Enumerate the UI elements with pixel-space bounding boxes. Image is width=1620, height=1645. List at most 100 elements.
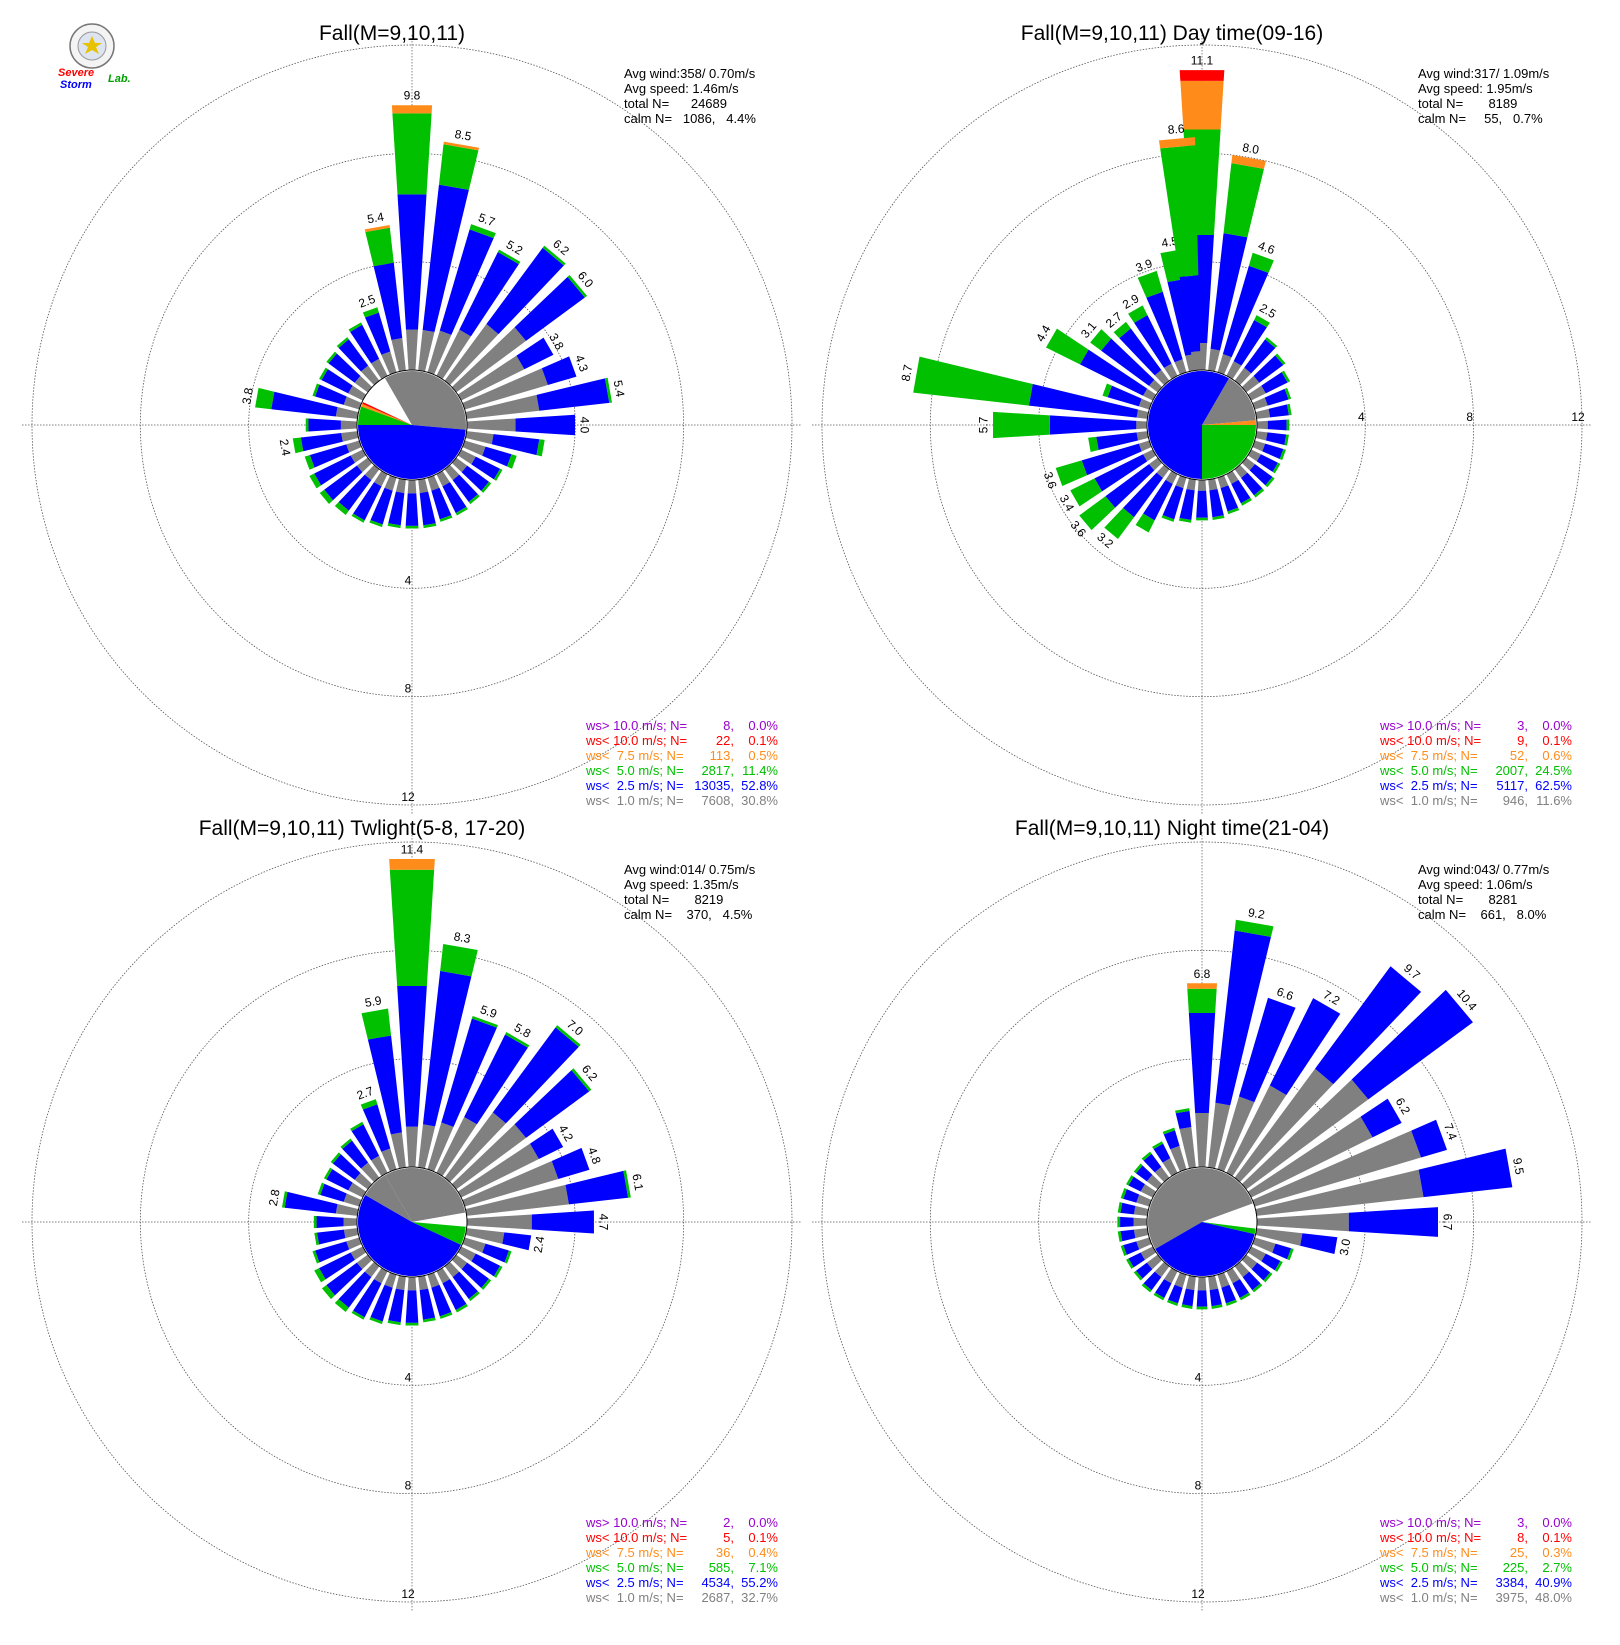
ring-label: 12 (1571, 410, 1585, 424)
legend-entry: ws< 7.5 m/s; N= 36, 0.4% (585, 1545, 778, 1560)
bar-segment (451, 457, 468, 473)
bar-segment (324, 465, 363, 501)
bar-segment (1252, 397, 1268, 410)
bar-label: 6.1 (629, 1173, 646, 1192)
bar-segment (392, 113, 432, 195)
bar-segment (1208, 478, 1218, 491)
bar-label: 6.7 (1440, 1214, 1454, 1231)
bar-segment (1234, 1068, 1334, 1183)
bar-segment (444, 1261, 460, 1278)
bar-segment (462, 440, 486, 456)
bar-label: 8.6 (1167, 121, 1185, 136)
bar-segment (1256, 420, 1268, 430)
bar-segment (1241, 472, 1263, 496)
bar-segment (1233, 319, 1267, 366)
bar-segment (360, 365, 380, 386)
bar-segment (459, 252, 519, 337)
bar-segment (1146, 1174, 1163, 1190)
bar-segment (342, 1140, 369, 1169)
bar-segment (1239, 1292, 1251, 1301)
bar-segment (405, 1290, 419, 1323)
bar-segment (348, 385, 367, 401)
bar-segment (335, 1203, 359, 1216)
bar-segment (319, 367, 328, 381)
bar-segment (464, 1034, 528, 1125)
bar-segment (1252, 440, 1266, 452)
bar-segment (1088, 436, 1099, 452)
bar-segment (1136, 431, 1149, 441)
bar-segment (419, 1288, 436, 1320)
bar-segment (504, 1250, 512, 1264)
bar-segment (497, 249, 521, 265)
bar-label: 2.8 (266, 1188, 283, 1207)
bar-segment (1241, 1079, 1369, 1190)
bar-segment (356, 457, 373, 473)
bar-segment (381, 1148, 397, 1172)
center-pie-slice (361, 403, 412, 425)
bar-segment (1055, 460, 1088, 487)
bar-segment (438, 144, 479, 190)
bar-segment (315, 1241, 350, 1263)
bar-segment (1120, 1229, 1136, 1242)
bar-segment (1284, 434, 1289, 446)
bar-segment (1156, 464, 1170, 478)
bar-segment (1212, 515, 1225, 521)
bar-segment (493, 468, 503, 481)
bar-segment (319, 489, 333, 505)
bar-segment (419, 491, 436, 526)
bar-segment (373, 262, 403, 340)
center-pie-slice (1148, 371, 1229, 479)
bar-segment (457, 355, 525, 401)
bar-segment (1195, 1113, 1209, 1168)
bar-segment (471, 1253, 501, 1277)
bar-segment (465, 1228, 505, 1244)
bar-segment (312, 383, 320, 397)
bar-segment (1143, 1153, 1162, 1173)
bar-segment (1255, 431, 1268, 441)
legend-entry: ws> 10.0 m/s; N= 3, 0.0% (1379, 1515, 1572, 1530)
bar-segment (365, 312, 391, 355)
ring-label: 8 (1466, 410, 1473, 424)
bar-segment (1181, 1304, 1193, 1309)
bar-segment (444, 464, 460, 481)
bar-segment (1174, 1272, 1187, 1288)
bar-segment (1179, 1126, 1196, 1169)
center-pie-slice (385, 370, 467, 430)
bar-segment (309, 473, 322, 489)
bar-label: 8.3 (453, 929, 472, 946)
bar-segment (418, 1124, 436, 1169)
bar-segment (466, 1214, 532, 1230)
bar-segment (1255, 408, 1271, 419)
ring-label: 12 (401, 1587, 415, 1601)
legend-entry: ws< 2.5 m/s; N= 13035, 52.8% (585, 778, 778, 793)
center-pie-slice (1202, 425, 1256, 479)
bar-segment (374, 470, 388, 487)
bar-segment (1135, 513, 1155, 533)
stats-line: Avg wind:358/ 0.70m/s (624, 66, 756, 81)
bar-segment (305, 418, 309, 432)
bar-segment (354, 375, 373, 393)
bar-segment (338, 339, 369, 372)
bar-segment (1351, 989, 1473, 1100)
bar-segment (1238, 997, 1296, 1103)
bar-segment (1105, 464, 1155, 508)
bar-segment (1094, 454, 1148, 492)
bar-segment (1138, 398, 1152, 410)
bar-label: 2.5 (357, 292, 378, 311)
bar-segment (1179, 488, 1195, 521)
center-pie-slice (1155, 1222, 1255, 1276)
bar-segment (516, 337, 554, 370)
bar-label: 5.9 (478, 1002, 499, 1021)
bar-segment (443, 141, 480, 151)
legend-entry: ws< 10.0 m/s; N= 8, 0.1% (1379, 1530, 1572, 1545)
bar-segment (1164, 363, 1178, 380)
bar-segment (389, 858, 435, 870)
bar-segment (505, 1032, 530, 1048)
bar-segment (1140, 1184, 1157, 1198)
bar-label: 4.0 (577, 417, 591, 434)
bar-segment (338, 1271, 372, 1308)
bar-segment (354, 1172, 373, 1190)
bar-segment (1133, 1270, 1143, 1281)
